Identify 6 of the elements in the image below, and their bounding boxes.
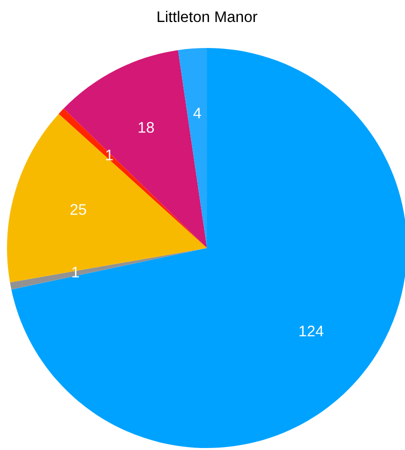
data-label: 1 [106,150,113,160]
data-label: 18 [138,122,154,133]
data-label: 4 [193,108,202,118]
chart-title: Littleton Manor [158,10,258,22]
data-label: 25 [70,204,86,215]
data-label: 124 [300,326,324,336]
